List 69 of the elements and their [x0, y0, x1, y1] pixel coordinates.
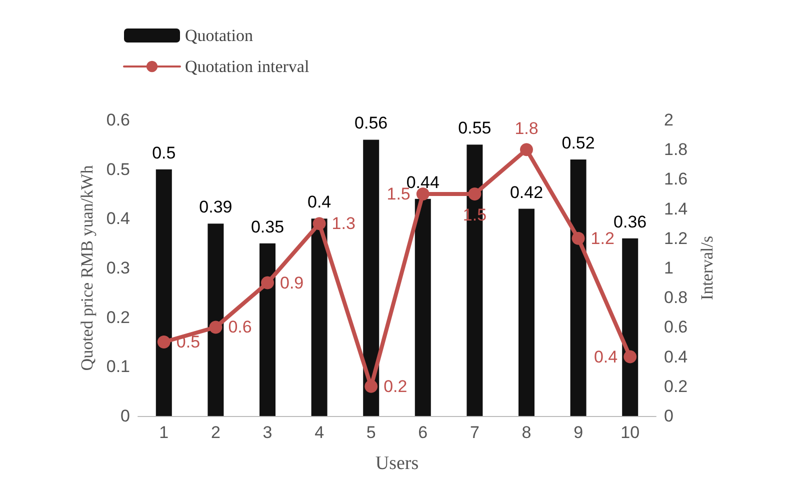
x-tick-label: 1: [159, 423, 169, 442]
bar: [311, 218, 328, 416]
x-tick-label: 8: [522, 423, 532, 442]
data-label: 1.8: [514, 119, 538, 138]
bar: [622, 238, 638, 416]
y2-tick-label: 0.4: [664, 347, 688, 366]
point: [364, 380, 378, 393]
point: [209, 320, 222, 334]
x-tick-label: 9: [574, 423, 584, 442]
y2-tick-label: 1.6: [664, 170, 688, 189]
y2-tick-label: 1.2: [664, 228, 688, 248]
y-tick-label: 0.2: [106, 308, 130, 327]
data-label: 0.9: [280, 273, 304, 292]
y2-tick-label: 0.6: [664, 318, 688, 337]
y-tick-label: 0.1: [106, 357, 130, 376]
x-tick-label: 2: [210, 423, 220, 442]
data-label: 1.3: [332, 214, 356, 234]
data-label: 0.55: [458, 118, 492, 138]
y-tick-label: 0.4: [106, 209, 130, 228]
data-label: 0.44: [406, 172, 440, 192]
point: [520, 143, 533, 156]
data-label: 0.2: [384, 376, 408, 396]
y-tick-label: 0.3: [106, 258, 130, 278]
data-label: 0.4: [594, 347, 618, 366]
point: [261, 276, 274, 290]
x-tick-label: 7: [470, 423, 480, 442]
data-label: 0.52: [562, 133, 595, 152]
data-label: 0.56: [354, 114, 388, 133]
bar: [156, 169, 172, 416]
point: [416, 188, 430, 200]
point: [572, 232, 585, 245]
y2-tick-label: 2: [664, 110, 674, 130]
data-label: 0.36: [614, 212, 647, 232]
data-label: 0.6: [228, 318, 252, 337]
bar: [570, 159, 586, 416]
y2-tick-label: 1.8: [664, 140, 688, 160]
x-tick-label: 4: [314, 423, 324, 442]
bar: [208, 224, 224, 416]
x-tick-label: 5: [366, 423, 376, 442]
data-label: 1.2: [590, 228, 614, 248]
point: [157, 336, 170, 348]
legend-label: Quotation interval: [185, 57, 310, 76]
y2-axis-title: Interval/s: [698, 236, 717, 300]
x-axis-title: Users: [375, 453, 419, 474]
y-tick-label: 0.5: [106, 160, 130, 179]
x-tick-label: 10: [620, 423, 640, 442]
x-tick-label: 3: [262, 423, 272, 442]
data-label: 0.39: [199, 198, 232, 217]
data-label: 0.5: [152, 143, 176, 162]
y-tick-label: 0.6: [106, 110, 130, 130]
y-tick-label: 0: [120, 406, 130, 426]
bar: [363, 140, 380, 416]
y2-tick-label: 1: [664, 258, 674, 278]
point: [468, 188, 482, 200]
y2-tick-label: 0.2: [664, 376, 688, 396]
bar: [518, 208, 534, 416]
point: [624, 350, 637, 364]
data-label: 0.4: [307, 192, 332, 212]
bar: [414, 198, 431, 416]
y2-tick-label: 1.4: [664, 199, 688, 218]
x-tick-label: 6: [418, 423, 428, 442]
data-label: 0.35: [250, 217, 284, 236]
bar: [260, 243, 276, 416]
point: [312, 217, 326, 230]
data-label: 0.42: [510, 182, 544, 202]
y2-tick-label: 0: [664, 406, 674, 426]
legend-label: Quotation: [185, 26, 254, 45]
y-axis-title: Quoted price RMB yuan/kWh: [77, 164, 96, 371]
y2-tick-label: 0.8: [664, 288, 688, 308]
